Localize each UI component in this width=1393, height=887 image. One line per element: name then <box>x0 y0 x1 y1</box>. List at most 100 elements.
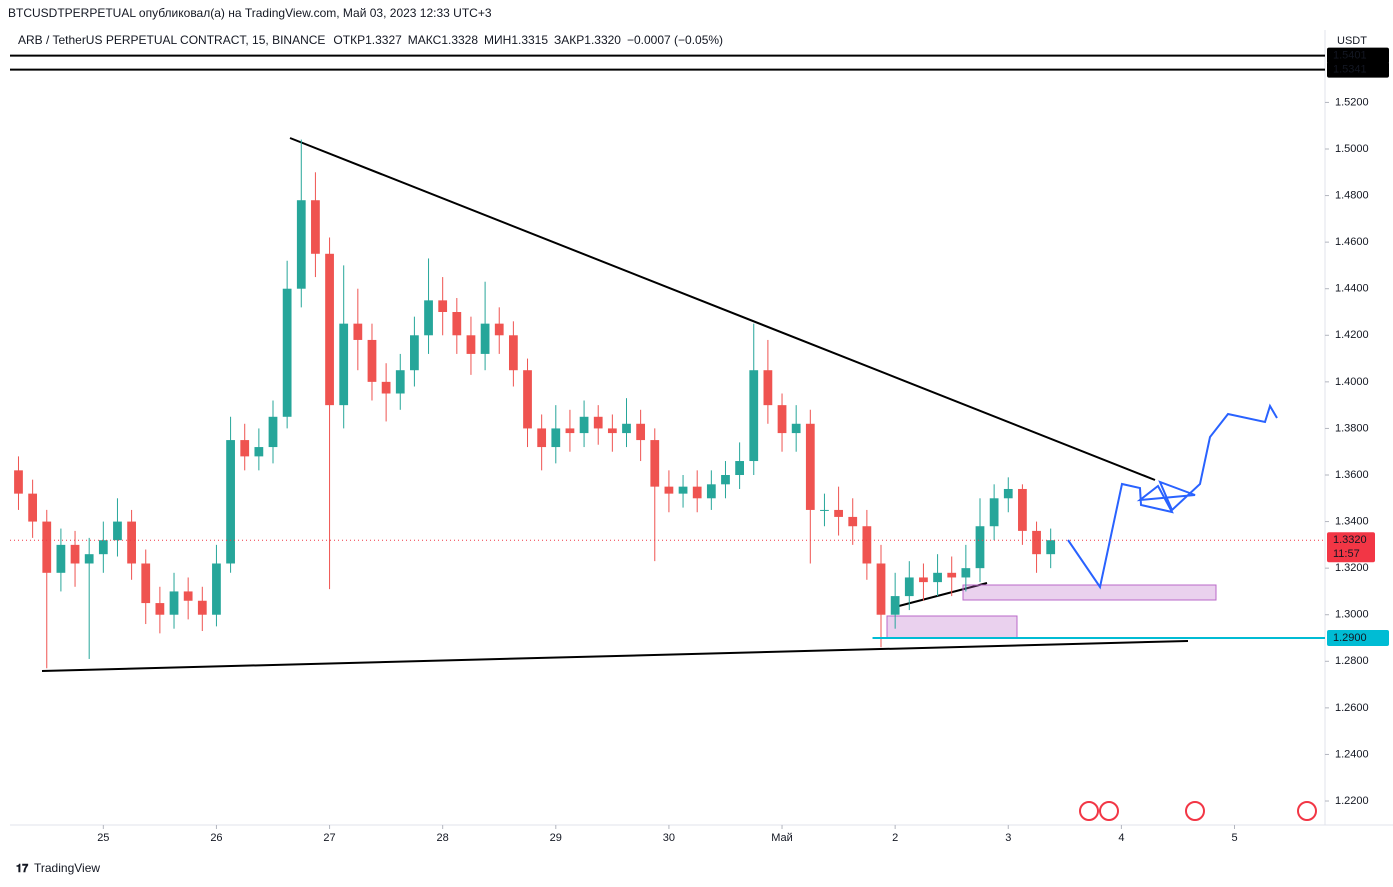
logo: TradingView <box>34 861 100 875</box>
candle-body <box>961 568 971 578</box>
candle-body <box>84 554 94 564</box>
y-tick-label: 1.3000 <box>1335 609 1369 621</box>
candle-body <box>155 603 165 615</box>
countdown: 11:57 <box>1333 548 1360 560</box>
candle-body <box>113 521 122 541</box>
price-tag <box>1327 47 1389 64</box>
candle-body <box>70 544 80 564</box>
price-tag-label: 1.2900 <box>1333 632 1367 644</box>
candle-body <box>438 300 448 312</box>
candle-body <box>820 509 829 511</box>
candle-body <box>593 416 603 429</box>
candle-body <box>692 486 702 499</box>
y-tick-label: 1.4000 <box>1335 376 1369 388</box>
candle-body <box>678 486 688 494</box>
candle-body <box>919 577 928 583</box>
candle-body <box>735 461 744 476</box>
candle-body <box>777 405 787 434</box>
ohlc-label: ОТКР <box>333 33 365 47</box>
symbol: ARB / TetherUS PERPETUAL CONTRACT, 15, B… <box>18 33 325 47</box>
candle-body <box>56 544 66 573</box>
candle-body <box>226 440 235 564</box>
candle-body <box>14 470 23 494</box>
candle-body <box>1046 540 1056 555</box>
y-tick-label: 1.2400 <box>1335 748 1369 760</box>
y-tick-label: 1.5200 <box>1335 96 1369 108</box>
ohlc-legend: ОТКР 1.3327 МАКС 1.3328 МИН 1.3315 ЗАКР 1.3320−… <box>333 33 723 47</box>
ohlc-label: МАКС <box>408 33 442 47</box>
zone <box>962 584 1217 601</box>
ohlc-value: 1.3328 <box>441 33 478 47</box>
price-tag-label: 1.5341 <box>1333 63 1367 75</box>
candle-body <box>197 600 207 615</box>
ohlc-label: ЗАКР <box>554 33 584 47</box>
change: −0.0007 (−0.05%) <box>627 33 723 47</box>
trendline <box>894 582 988 608</box>
candle-body <box>989 498 999 527</box>
candle-body <box>42 521 52 573</box>
y-tick-label: 1.4800 <box>1335 189 1369 201</box>
last-price-tag <box>1327 532 1375 563</box>
price-tag <box>1327 630 1389 647</box>
y-tick-label: 1.3200 <box>1335 562 1369 574</box>
candle-body <box>381 381 391 394</box>
candle-body <box>650 440 660 487</box>
candle-body <box>254 447 264 457</box>
drawings <box>41 137 1278 672</box>
candle-body <box>183 591 193 601</box>
x-tick-label: 30 <box>663 832 675 844</box>
y-tick-label: 1.4600 <box>1335 236 1369 248</box>
ohlc-value: 1.3320 <box>584 33 621 47</box>
ohlc-value: 1.3327 <box>365 33 402 47</box>
candle-body <box>579 416 589 434</box>
candle-body <box>834 509 843 517</box>
x-tick-label: 3 <box>1005 832 1011 844</box>
x-tick-label: 25 <box>97 832 109 844</box>
price-tag <box>1327 61 1389 78</box>
y-tick-label: 1.4400 <box>1335 283 1369 295</box>
candle-body <box>1032 530 1041 555</box>
y-tick-label: 1.2200 <box>1335 795 1369 807</box>
last-price-label: 1.3320 <box>1333 534 1367 546</box>
candle-body <box>607 428 617 434</box>
y-tick-label: 1.5000 <box>1335 143 1369 155</box>
candle-body <box>523 370 532 429</box>
candle-body <box>876 563 886 615</box>
zone <box>886 615 1018 639</box>
published-note: BTCUSDTPERPETUAL опубликовал(а) на Tradi… <box>8 6 492 20</box>
candle-body <box>537 428 547 448</box>
candle-body <box>975 526 985 569</box>
candle-body <box>706 484 716 499</box>
candle-body <box>28 493 38 522</box>
candle-body <box>240 440 250 457</box>
y-tick-label: 1.3800 <box>1335 422 1369 434</box>
candle-body <box>1018 488 1027 531</box>
candle-body <box>890 596 900 615</box>
candle-body <box>424 300 433 336</box>
ohlc-value: 1.3315 <box>511 33 548 47</box>
candle-body <box>664 486 674 494</box>
candle-body <box>127 521 136 564</box>
y-tick-label: 1.2800 <box>1335 655 1369 667</box>
y-tick-label: 1.3600 <box>1335 469 1369 481</box>
candle-body <box>480 323 490 354</box>
candle-body <box>848 516 858 527</box>
candle-body <box>551 428 561 448</box>
forecast-path <box>1067 403 1278 590</box>
candle-body <box>862 526 872 564</box>
logo-mark: 𝟏𝟕 <box>16 863 29 875</box>
x-tick-label: 4 <box>1118 832 1124 844</box>
candle-body <box>141 563 151 604</box>
candle-body <box>169 591 179 615</box>
candle-body <box>508 335 518 371</box>
x-tick-label: 2 <box>892 832 898 844</box>
event-flags <box>1079 801 1317 821</box>
y-tick-label: 1.3400 <box>1335 515 1369 527</box>
candle-body <box>452 311 462 336</box>
y-tick-label: 1.4200 <box>1335 329 1369 341</box>
ohlc-label: МИН <box>484 33 511 47</box>
candle-body <box>622 423 631 434</box>
candle-body <box>367 339 377 382</box>
candle-body <box>296 200 306 289</box>
